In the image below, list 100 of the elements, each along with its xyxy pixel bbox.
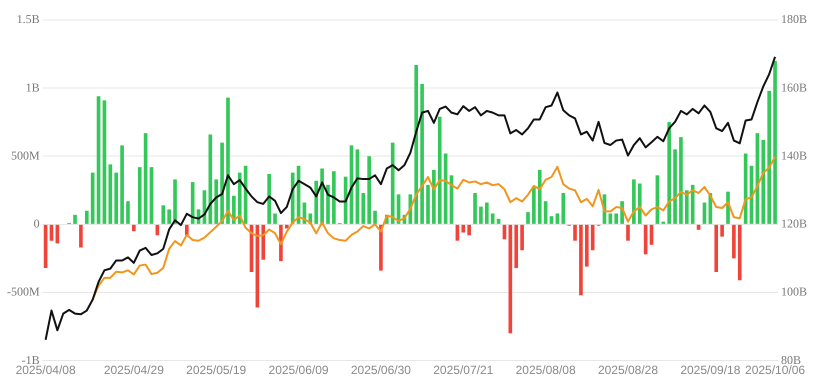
bar bbox=[56, 224, 60, 244]
bar bbox=[750, 166, 754, 224]
bar bbox=[256, 224, 260, 308]
bar bbox=[438, 116, 442, 224]
x-tick-label: 2025/10/06 bbox=[745, 363, 806, 378]
y2-tick-label: 180B bbox=[780, 12, 808, 26]
bar bbox=[644, 224, 648, 254]
y2-tick-label: 120B bbox=[780, 216, 808, 231]
bar bbox=[120, 145, 124, 224]
bar bbox=[367, 156, 371, 224]
bar bbox=[90, 172, 94, 224]
bar bbox=[467, 224, 471, 236]
x-tick-label: 2025/08/28 bbox=[598, 363, 658, 378]
bar bbox=[284, 224, 289, 228]
bar bbox=[156, 224, 160, 236]
bar bbox=[738, 224, 742, 280]
bar bbox=[673, 149, 677, 224]
x-tick-label: 2025/06/30 bbox=[350, 363, 412, 378]
x-tick-label: 2025/07/21 bbox=[433, 363, 494, 378]
bar bbox=[426, 184, 430, 224]
x-tick-label: 2025/08/08 bbox=[516, 363, 576, 378]
bar bbox=[132, 224, 136, 232]
x-tick-label: 2025/06/09 bbox=[268, 363, 329, 378]
bar bbox=[214, 179, 218, 224]
x-tick-label: 2025/05/19 bbox=[186, 363, 247, 378]
bar bbox=[461, 224, 466, 233]
bar bbox=[732, 224, 736, 258]
bar bbox=[332, 171, 336, 224]
bar bbox=[514, 224, 518, 268]
bar bbox=[202, 190, 206, 224]
bar bbox=[502, 224, 506, 240]
bar bbox=[390, 142, 395, 224]
bar bbox=[267, 174, 271, 224]
bar bbox=[590, 224, 595, 250]
bar bbox=[396, 194, 400, 224]
bar bbox=[496, 218, 500, 224]
bar bbox=[450, 175, 454, 224]
bar bbox=[226, 98, 230, 224]
bar bbox=[656, 175, 660, 224]
bar bbox=[532, 188, 536, 224]
bar bbox=[650, 224, 654, 245]
y-tick-label: 0 bbox=[34, 216, 40, 231]
bar bbox=[526, 212, 530, 224]
bar bbox=[144, 133, 148, 224]
bar bbox=[420, 84, 424, 224]
bar bbox=[273, 213, 277, 224]
bar bbox=[479, 206, 483, 224]
y-tick-label: -500M bbox=[6, 284, 40, 299]
bar bbox=[550, 216, 554, 224]
bar bbox=[84, 210, 89, 224]
bar bbox=[544, 201, 548, 224]
x-tick-label: 2025/04/29 bbox=[104, 363, 164, 378]
bar bbox=[538, 170, 542, 224]
bar bbox=[373, 210, 377, 224]
bar bbox=[356, 149, 360, 224]
bar bbox=[690, 184, 695, 224]
bar bbox=[244, 166, 248, 224]
bar bbox=[114, 172, 118, 224]
bar bbox=[484, 202, 489, 224]
bar bbox=[102, 100, 106, 224]
y-tick-label: 1.5B bbox=[16, 12, 40, 26]
bar bbox=[167, 209, 171, 224]
bar bbox=[714, 224, 718, 272]
bar bbox=[720, 224, 724, 237]
bar bbox=[561, 193, 566, 224]
bar bbox=[456, 224, 460, 241]
bar bbox=[161, 205, 166, 224]
bar bbox=[79, 224, 83, 248]
bar bbox=[520, 224, 524, 250]
bar bbox=[579, 224, 583, 296]
bar bbox=[556, 213, 560, 224]
bar bbox=[108, 164, 112, 224]
bar bbox=[150, 167, 154, 224]
bar bbox=[173, 179, 177, 224]
bar bbox=[614, 213, 618, 224]
bar bbox=[96, 96, 100, 224]
bar bbox=[350, 145, 354, 224]
bar bbox=[444, 154, 448, 224]
bar bbox=[608, 213, 612, 224]
bar bbox=[773, 60, 777, 224]
bar bbox=[473, 193, 477, 224]
bar bbox=[490, 213, 495, 224]
bar bbox=[679, 137, 683, 224]
bar bbox=[696, 224, 700, 230]
bar bbox=[208, 134, 212, 224]
bar bbox=[573, 224, 577, 241]
bar bbox=[584, 224, 589, 267]
bar bbox=[50, 224, 54, 241]
bar bbox=[361, 193, 366, 224]
y-tick-label: 1B bbox=[26, 80, 40, 94]
bar bbox=[73, 214, 77, 224]
bar bbox=[126, 201, 130, 224]
bar bbox=[626, 224, 630, 241]
y-tick-label: 500M bbox=[10, 148, 40, 162]
y2-tick-label: 100B bbox=[780, 284, 808, 299]
x-tick-label: 2025/09/18 bbox=[680, 363, 741, 378]
bar bbox=[326, 184, 330, 224]
y2-tick-label: 160B bbox=[780, 80, 808, 94]
bar bbox=[138, 167, 142, 224]
bar bbox=[761, 140, 766, 224]
